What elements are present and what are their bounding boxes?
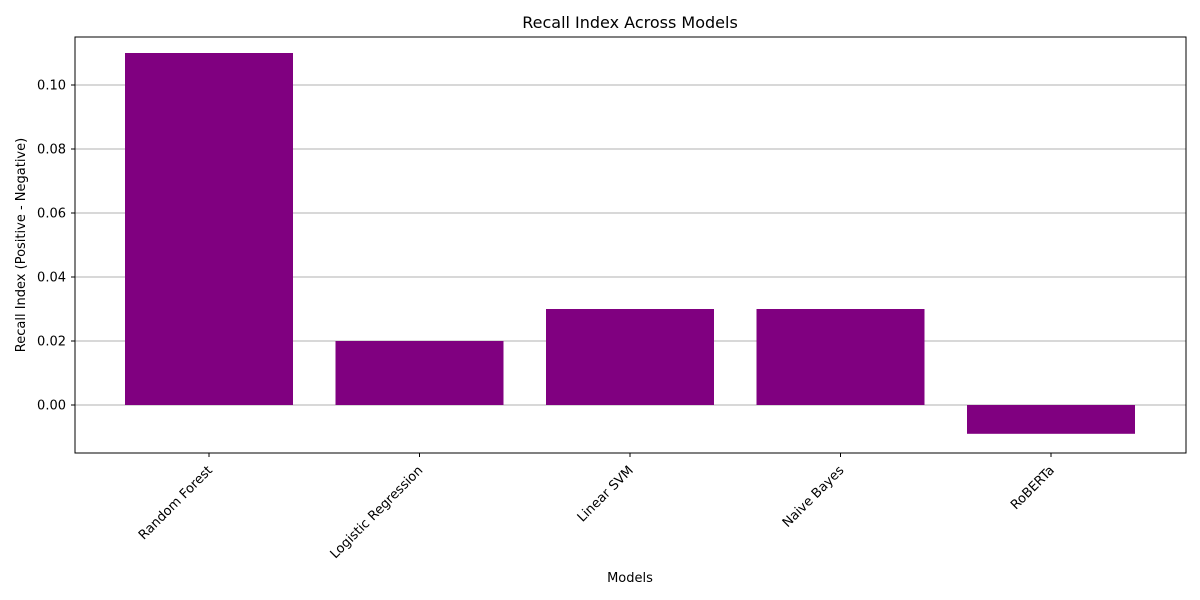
x-tick-label: Linear SVM (575, 463, 637, 525)
y-tick-label: 0.02 (37, 335, 66, 350)
y-tick-label: 0.06 (37, 207, 66, 222)
y-tick-label: 0.04 (37, 271, 66, 286)
bar-naive-bayes (756, 309, 925, 405)
x-tick-label: Random Forest (136, 463, 216, 543)
bar-random-forest (125, 53, 293, 405)
bars (125, 53, 1135, 434)
y-tick-label: 0.00 (37, 399, 66, 414)
bar-roberta (967, 405, 1135, 434)
y-axis-ticks: 0.00 0.02 0.04 0.06 0.08 0.10 (37, 79, 75, 414)
y-tick-label: 0.08 (37, 143, 66, 158)
chart-title: Recall Index Across Models (522, 13, 738, 32)
x-axis-ticks: Random Forest Logistic Regression Linear S… (136, 453, 1058, 562)
bar-logistic-regression (335, 341, 504, 405)
x-tick-label: RoBERTa (1008, 463, 1058, 513)
x-tick-label: Naive Bayes (780, 463, 848, 531)
x-tick-label: Logistic Regression (328, 463, 427, 562)
x-axis-label: Models (607, 571, 653, 586)
y-tick-label: 0.10 (37, 79, 66, 94)
y-axis-label: Recall Index (Positive - Negative) (14, 138, 29, 352)
bar-linear-svm (546, 309, 714, 405)
